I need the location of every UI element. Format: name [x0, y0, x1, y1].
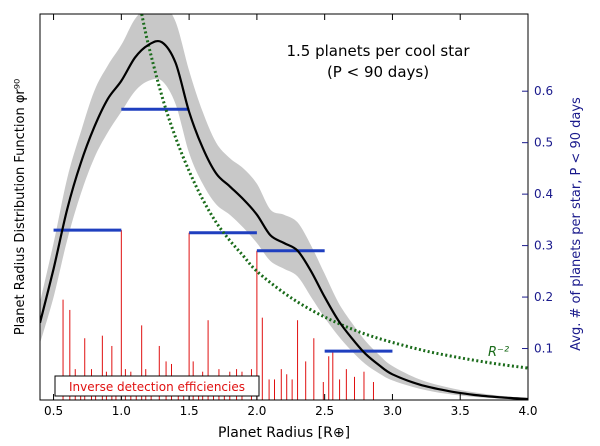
x-tick-label: 4.0	[518, 404, 537, 418]
y-right-ticks-layer: 0.1 0.2 0.3 0.4 0.5 0.6	[522, 84, 553, 356]
y-axis-label-left: Planet Radius Distribution Function φr⁹⁰	[13, 79, 28, 335]
annotation-line-1: 1.5 planets per cool star	[287, 42, 471, 60]
y-axis-label-right: Avg. # of planets per star, P < 90 days	[569, 97, 584, 351]
y-right-tick-label: 0.3	[534, 239, 553, 253]
x-tick-label: 2.5	[315, 404, 334, 418]
curves-layer	[40, 14, 528, 400]
y-right-tick-label: 0.4	[534, 187, 553, 201]
x-tick-label: 1.0	[112, 404, 131, 418]
uncertainty-band	[40, 14, 528, 400]
x-tick-label: 2.0	[247, 404, 266, 418]
x-tick-label: 1.5	[180, 404, 199, 418]
x-ticks-layer: 0.5 1.0 1.5 2.0 2.5 3.0 3.5 4.0	[44, 14, 538, 418]
plot-frame	[39, 13, 529, 401]
y-right-tick-label: 0.5	[534, 136, 553, 150]
power-law-label: R⁻²	[488, 345, 509, 360]
uncertainty-band-layer	[40, 14, 528, 400]
distribution-curve	[40, 39, 528, 400]
x-tick-label: 3.0	[383, 404, 402, 418]
x-tick-label: 0.5	[44, 404, 63, 418]
x-tick-label: 3.5	[451, 404, 470, 418]
annotation-line-2: (P < 90 days)	[327, 63, 429, 81]
y-right-tick-label: 0.2	[534, 290, 553, 304]
legend-box	[54, 375, 260, 397]
y-right-tick-label: 0.1	[534, 342, 553, 356]
legend-box-label: Inverse detection efficiencies	[69, 380, 245, 394]
y-right-tick-label: 0.6	[534, 84, 553, 98]
x-axis-label: Planet Radius [R⊕]	[218, 425, 350, 441]
